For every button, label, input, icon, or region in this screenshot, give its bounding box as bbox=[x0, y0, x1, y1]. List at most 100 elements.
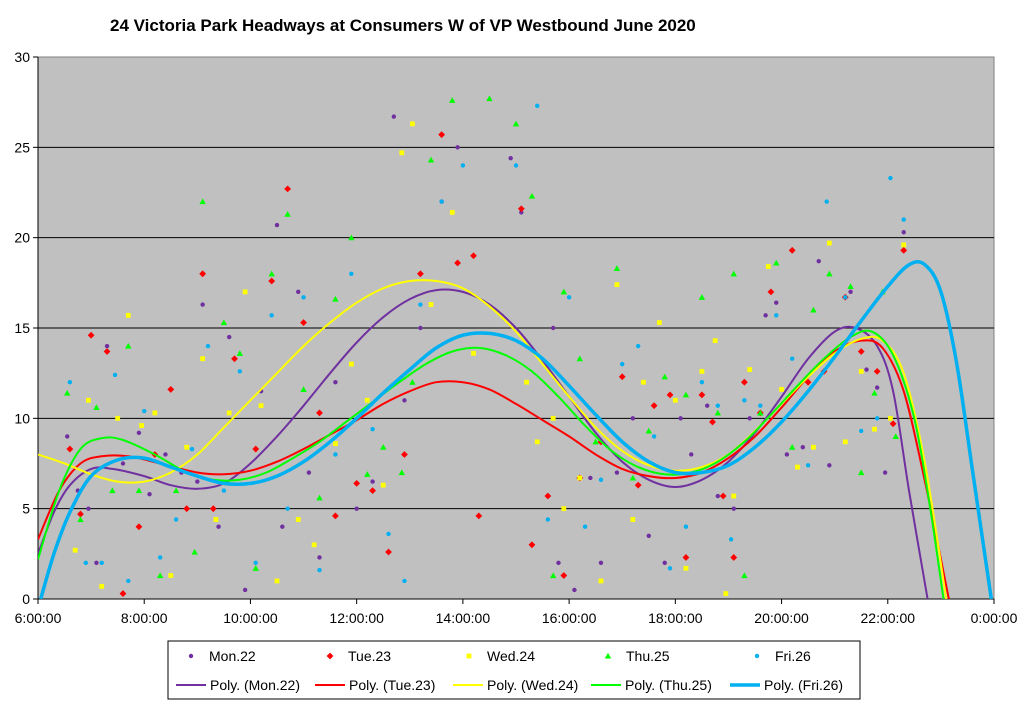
point-wed-24 bbox=[410, 121, 415, 127]
point-tue-23 bbox=[719, 492, 727, 500]
point-wed-24 bbox=[449, 209, 455, 215]
point-thu-25 bbox=[592, 438, 599, 445]
point-tue-23 bbox=[517, 205, 525, 213]
point-mon-22 bbox=[216, 524, 221, 529]
x-tick-label: 22:00:00 bbox=[861, 610, 916, 626]
point-tue-23 bbox=[167, 386, 175, 393]
point-wed-24 bbox=[858, 368, 864, 374]
point-tue-23 bbox=[183, 505, 191, 513]
point-tue-23 bbox=[332, 512, 339, 520]
point-fri-26 bbox=[333, 452, 338, 457]
point-tue-23 bbox=[544, 492, 552, 500]
point-thu-25 bbox=[156, 572, 164, 579]
point-thu-25 bbox=[64, 389, 71, 396]
point-mon-22 bbox=[848, 289, 853, 295]
point-tue-23 bbox=[119, 590, 127, 597]
point-fri-26 bbox=[789, 356, 795, 361]
point-fri-26 bbox=[742, 398, 747, 403]
point-tue-23 bbox=[438, 131, 446, 139]
point-tue-23 bbox=[650, 402, 658, 410]
point-wed-24 bbox=[872, 426, 877, 432]
point-wed-24 bbox=[765, 264, 771, 269]
point-wed-24 bbox=[200, 356, 206, 362]
point-tue-23 bbox=[231, 355, 238, 363]
point-thu-25 bbox=[714, 409, 722, 416]
point-thu-25 bbox=[892, 433, 899, 439]
point-mon-22 bbox=[556, 560, 561, 566]
point-tue-23 bbox=[804, 378, 812, 386]
point-thu-25 bbox=[661, 373, 668, 380]
point-fri-26 bbox=[386, 531, 391, 537]
point-thu-25 bbox=[284, 210, 291, 217]
trendline-poly-wed-24 bbox=[38, 279, 948, 599]
point-mon-22 bbox=[747, 416, 752, 421]
x-tick-label: 8:00:00 bbox=[121, 610, 168, 626]
point-mon-22 bbox=[827, 463, 832, 468]
point-tue-23 bbox=[618, 373, 626, 381]
point-fri-26 bbox=[566, 295, 572, 300]
point-fri-26 bbox=[859, 428, 864, 434]
y-tick-label: 10 bbox=[14, 410, 30, 426]
point-fri-26 bbox=[157, 555, 163, 560]
point-wed-24 bbox=[712, 338, 718, 344]
point-tue-23 bbox=[385, 548, 392, 556]
point-mon-22 bbox=[354, 506, 359, 511]
point-thu-25 bbox=[576, 355, 583, 362]
point-fri-26 bbox=[874, 416, 880, 421]
point-mon-22 bbox=[65, 434, 70, 439]
point-fri-26 bbox=[582, 524, 588, 529]
point-thu-25 bbox=[300, 386, 307, 392]
point-tue-23 bbox=[475, 512, 483, 520]
point-mon-22 bbox=[120, 461, 126, 466]
point-thu-25 bbox=[528, 192, 536, 199]
point-mon-22 bbox=[519, 210, 524, 215]
point-tue-23 bbox=[353, 479, 361, 487]
point-mon-22 bbox=[296, 289, 301, 295]
legend-marker-mon-22 bbox=[188, 653, 194, 659]
point-thu-25 bbox=[380, 444, 387, 450]
point-tue-23 bbox=[401, 451, 408, 458]
point-fri-26 bbox=[99, 560, 104, 566]
x-tick-label: 12:00:00 bbox=[329, 610, 384, 626]
point-tue-23 bbox=[788, 246, 796, 254]
point-tue-23 bbox=[454, 259, 461, 267]
point-fri-26 bbox=[699, 380, 705, 385]
point-thu-25 bbox=[77, 516, 84, 523]
point-mon-22 bbox=[705, 403, 710, 408]
x-tick-label: 14:00:00 bbox=[436, 610, 491, 626]
point-mon-22 bbox=[774, 300, 779, 305]
point-fri-26 bbox=[728, 537, 734, 542]
legend-label-thu-25: Thu.25 bbox=[626, 648, 670, 664]
x-tick-label: 20:00:00 bbox=[754, 610, 809, 626]
point-wed-24 bbox=[428, 302, 434, 307]
point-thu-25 bbox=[847, 283, 854, 290]
point-thu-25 bbox=[549, 572, 557, 579]
point-tue-23 bbox=[103, 348, 111, 355]
point-tue-23 bbox=[268, 277, 276, 285]
point-mon-22 bbox=[104, 343, 110, 349]
point-tue-23 bbox=[369, 487, 376, 494]
point-mon-22 bbox=[391, 114, 397, 119]
point-fri-26 bbox=[620, 361, 625, 367]
point-mon-22 bbox=[136, 430, 142, 435]
point-wed-24 bbox=[657, 320, 662, 325]
point-wed-24 bbox=[72, 547, 78, 553]
point-fri-26 bbox=[901, 217, 906, 222]
point-fri-26 bbox=[439, 199, 444, 204]
legend-label-wed-24: Wed.24 bbox=[487, 648, 535, 664]
legend-label-poly-wed-24: Poly. (Wed.24) bbox=[487, 677, 578, 693]
point-wed-24 bbox=[723, 591, 729, 596]
point-wed-24 bbox=[471, 350, 476, 356]
point-tue-23 bbox=[709, 418, 716, 426]
point-tue-23 bbox=[300, 319, 307, 326]
point-fri-26 bbox=[635, 343, 641, 349]
point-thu-25 bbox=[810, 306, 817, 313]
point-fri-26 bbox=[237, 369, 243, 374]
point-mon-22 bbox=[317, 555, 322, 560]
y-tick-label: 20 bbox=[14, 230, 30, 246]
point-fri-26 bbox=[317, 567, 322, 573]
point-tue-23 bbox=[135, 523, 143, 531]
point-thu-25 bbox=[698, 294, 706, 300]
legend-label-tue-23: Tue.23 bbox=[348, 648, 391, 664]
legend-marker-thu-25 bbox=[604, 652, 612, 659]
